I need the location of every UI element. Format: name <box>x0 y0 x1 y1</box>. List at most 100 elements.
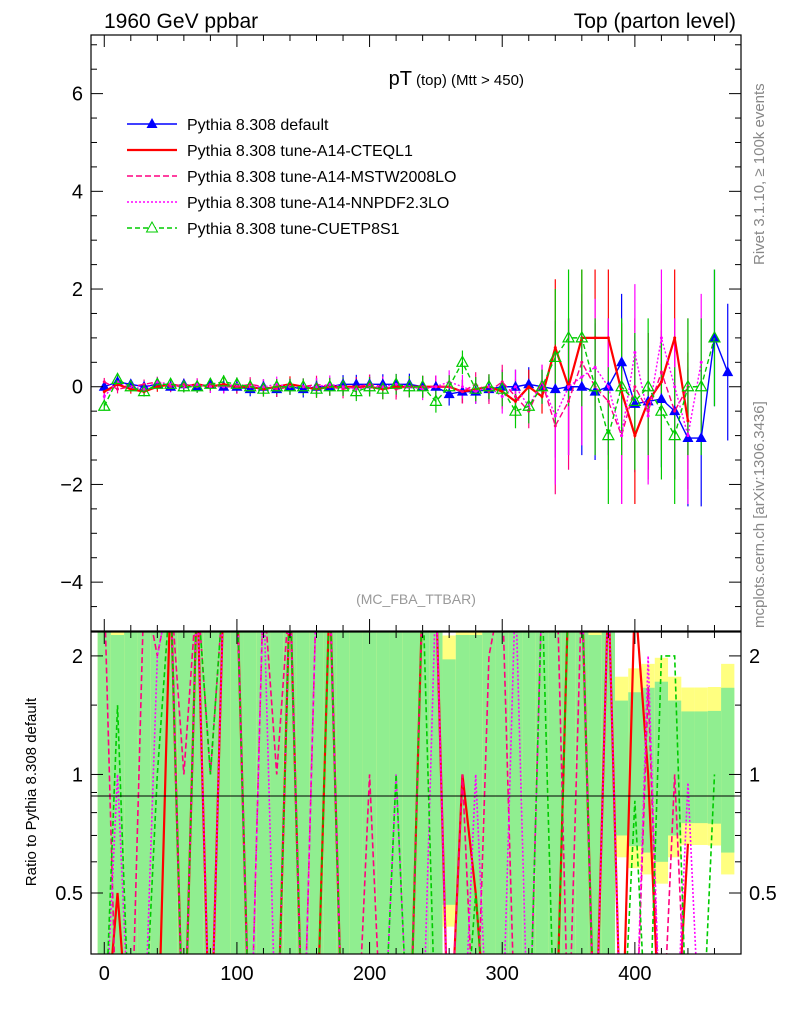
data-point-3 <box>341 387 345 391</box>
data-point-cuetp8s1 <box>389 377 403 389</box>
data-point-4 <box>593 365 597 369</box>
header-right: Top (parton level) <box>574 10 736 33</box>
data-point-4 <box>673 385 677 389</box>
x-tick-label: 400 <box>618 963 651 985</box>
data-point-2 <box>553 346 557 350</box>
ratio-band-green <box>654 681 669 862</box>
ratio-band-green <box>548 632 562 954</box>
legend-label-4: Pythia 8.308 tune-A14-NNPDF2.3LO <box>187 195 449 212</box>
ratio-band-green <box>362 632 377 954</box>
data-point-cuetp8s1 <box>588 379 602 392</box>
ratio-band-green <box>522 632 536 954</box>
data-point-4 <box>275 382 279 386</box>
data-point-default <box>722 366 734 377</box>
data-point-4 <box>328 382 332 386</box>
ratio-band-green <box>614 700 629 836</box>
ratio-band-green <box>668 700 682 836</box>
data-point-cuetp8s1 <box>469 381 483 394</box>
data-point-3 <box>580 360 584 364</box>
data-point-4 <box>620 434 624 438</box>
data-point-cuetp8s1 <box>111 372 125 385</box>
data-point-default <box>549 383 561 394</box>
x-tick-label: 0 <box>99 963 110 985</box>
ratio-line-4 <box>108 632 697 954</box>
x-tick-label: 200 <box>353 963 386 985</box>
data-point-2 <box>593 336 597 340</box>
data-point-cuetp8s1 <box>97 399 111 411</box>
data-point-4 <box>394 382 398 386</box>
analysis-watermark: (MC_FBA_TTBAR) <box>356 591 476 607</box>
data-point-4 <box>460 385 464 389</box>
data-point-3 <box>102 380 106 384</box>
data-point-2 <box>673 336 677 340</box>
data-point-4 <box>633 351 637 355</box>
data-point-3 <box>553 424 557 428</box>
ratio-line-5 <box>107 632 716 954</box>
data-point-3 <box>500 380 504 384</box>
data-point-3 <box>513 395 517 399</box>
ratio-tick-label: 1 <box>72 764 83 786</box>
ratio-band-green <box>296 632 310 954</box>
data-point-3 <box>368 382 372 386</box>
data-point-3 <box>248 382 252 386</box>
data-point-default <box>655 392 667 403</box>
data-point-cuetp8s1 <box>416 379 430 392</box>
ratio-band-green <box>469 635 483 954</box>
data-point-cuetp8s1 <box>283 379 297 392</box>
ratio-tick-label: 0.5 <box>749 883 777 905</box>
data-point-3 <box>606 399 610 403</box>
series-line-5 <box>103 337 716 439</box>
data-point-4 <box>567 385 571 389</box>
data-point-cuetp8s1 <box>681 379 695 392</box>
data-point-cuetp8s1 <box>349 384 363 397</box>
data-point-cuetp8s1 <box>707 330 721 343</box>
data-point-4 <box>500 395 504 399</box>
ratio-y-label: Ratio to Pythia 8.308 default <box>23 697 40 886</box>
ratio-tick-label: 2 <box>72 646 83 668</box>
legend: Pythia 8.308 default Pythia 8.308 tune-A1… <box>127 117 456 238</box>
legend-label-5: Pythia 8.308 tune-CUETP8S1 <box>187 221 400 238</box>
data-point-default <box>576 380 588 391</box>
data-point-2 <box>155 385 159 389</box>
data-point-4 <box>102 395 106 399</box>
legend-label-3: Pythia 8.308 tune-A14-MSTW2008LO <box>187 169 456 186</box>
data-point-3 <box>275 387 279 391</box>
data-point-cuetp8s1 <box>495 381 509 394</box>
header-left: 1960 GeV ppbar <box>104 10 258 33</box>
data-point-cuetp8s1 <box>336 379 350 392</box>
ratio-tick-label: 0.5 <box>55 883 83 905</box>
y-tick-label: 2 <box>72 279 83 301</box>
data-point-4 <box>686 434 690 438</box>
data-point-2 <box>129 387 133 391</box>
data-point-cuetp8s1 <box>177 379 191 392</box>
ratio-band-green <box>442 659 456 905</box>
data-point-cuetp8s1 <box>548 350 562 363</box>
data-point-4 <box>699 360 703 364</box>
ratio-frame <box>90 631 742 955</box>
main-panel: −4 −2 0 2 4 6 pT (top) (Mtt > 450) (MC_FBA_TT… <box>60 34 742 632</box>
ratio-y-axis: 0.5 0.5 1 1 2 2 <box>55 646 777 905</box>
data-point-cuetp8s1 <box>402 379 416 392</box>
data-point-cuetp8s1 <box>535 379 549 392</box>
data-point-cuetp8s1 <box>243 379 257 392</box>
data-point-cuetp8s1 <box>124 379 138 392</box>
data-point-2 <box>659 380 663 384</box>
data-point-cuetp8s1 <box>628 394 642 406</box>
data-point-4 <box>553 414 557 418</box>
data-point-2 <box>633 434 637 438</box>
x-tick-label: 100 <box>220 963 253 985</box>
data-point-3 <box>633 385 637 389</box>
data-point-3 <box>182 382 186 386</box>
data-point-cuetp8s1 <box>654 403 668 416</box>
data-point-cuetp8s1 <box>694 379 708 392</box>
data-point-cuetp8s1 <box>309 381 324 394</box>
data-point-2 <box>606 336 610 340</box>
x-axis: 0 100 200 300 400 <box>99 632 715 985</box>
data-point-4 <box>606 385 610 389</box>
ratio-band-green <box>402 632 416 954</box>
data-point-4 <box>474 390 478 394</box>
ratio-band-green <box>97 632 111 954</box>
ratio-series-group <box>104 632 716 954</box>
data-point-3 <box>235 385 239 389</box>
